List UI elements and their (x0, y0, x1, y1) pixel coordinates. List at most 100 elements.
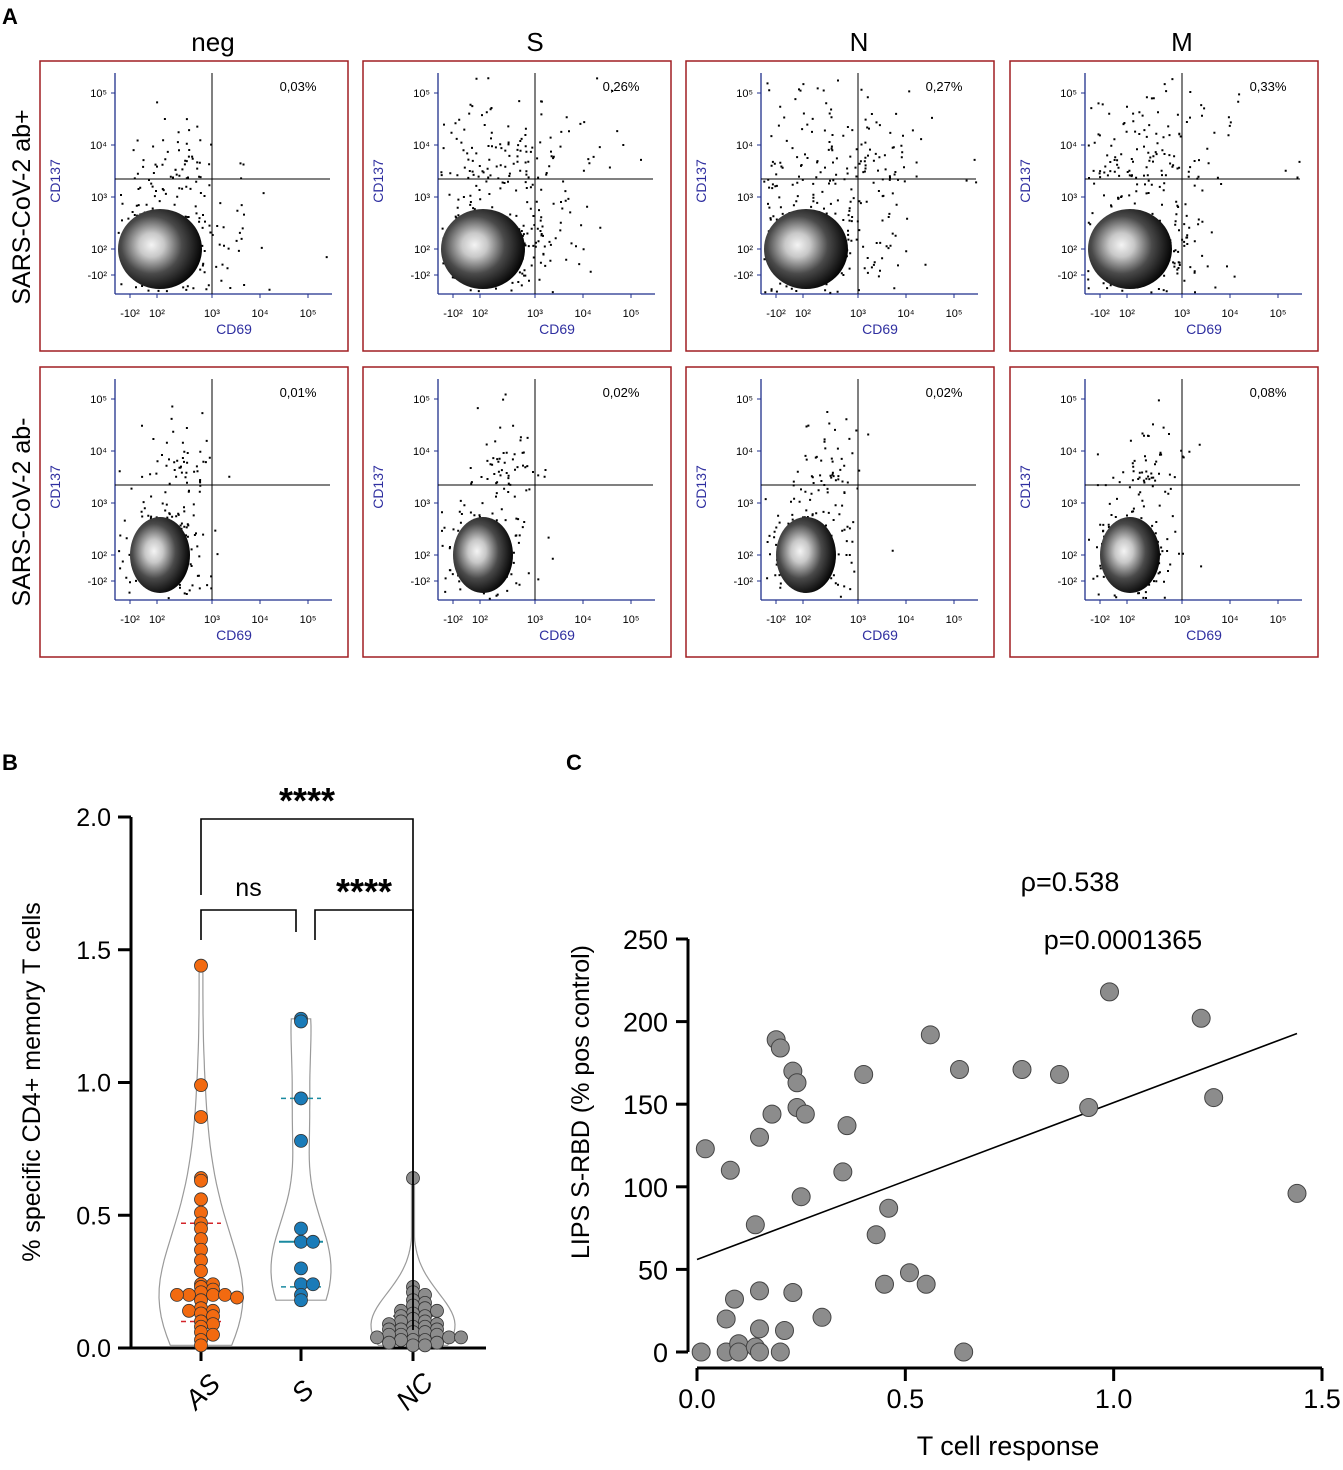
panel-b-y-axis-label: % specific CD4+ memory T cells (18, 902, 46, 1262)
flow-x-tick-label: 10⁵ (300, 614, 317, 626)
flow-x-tick-label: 10⁴ (1222, 308, 1239, 320)
flow-y-tick-label: -10² (410, 576, 430, 588)
scatter-point (795, 1104, 815, 1124)
flow-plot-frame (1009, 366, 1319, 658)
data-point-as (194, 958, 208, 973)
panel-b-y-tick-label: 2.0 (76, 804, 111, 832)
flow-density-blob (764, 209, 848, 289)
flow-y-tick-label: 10³ (91, 192, 107, 204)
panel-c-x-tick-label: 0.0 (678, 1384, 716, 1414)
scatter-point (750, 1127, 769, 1147)
flow-plot-frame (685, 60, 995, 352)
data-point-as (194, 1110, 208, 1124)
panel-b-letter: B (2, 750, 18, 775)
data-point-as (170, 1288, 184, 1302)
flow-y-tick-label: 10² (91, 244, 107, 256)
flow-y-tick-label: 10² (737, 550, 753, 562)
data-point-as (194, 1338, 208, 1353)
scatter-point (837, 1116, 857, 1136)
data-point-as (230, 1290, 244, 1305)
panel-b-violin-chart: % specific CD4+ memory T cells 0.0 0.5 1.0… (18, 780, 486, 1416)
flow-y-tick-label: 10² (414, 244, 430, 256)
flow-x-tick-label: 10⁵ (1270, 308, 1287, 320)
flow-x-axis-label: CD69 (216, 321, 252, 337)
scatter-point (716, 1309, 736, 1329)
flow-x-tick-label: 10³ (850, 308, 866, 320)
flow-plot-frame (39, 366, 349, 658)
flow-y-tick-label: 10⁵ (413, 88, 430, 100)
panel-c-scatter-chart: LIPS S-RBD (% pos control) T cell respon… (567, 867, 1341, 1461)
panel-b-y-tick-label: 1.5 (76, 937, 111, 965)
flow-x-tick-label: 10² (149, 308, 165, 320)
regression-line (696, 1032, 1298, 1261)
flow-event-dots (1087, 78, 1301, 294)
flow-plot-frame (362, 60, 672, 352)
panel-c-x-tick-label: 1.0 (1095, 1384, 1133, 1414)
flow-x-tick-label: 10⁵ (300, 308, 317, 320)
flow-plot-sars-cov-2-ab--s: -10² 10² 10³ 10⁴ 10⁵ 10⁵ 10⁴ 10³ 10² -10² CD69 CD13… (362, 60, 672, 352)
gate-percentage: 0,26% (603, 79, 640, 94)
flow-y-axis-label: CD137 (47, 159, 63, 203)
flow-plot-sars-cov-2-ab--n: -10² 10² 10³ 10⁴ 10⁵ 10⁵ 10⁴ 10³ 10² -10² CD69 CD13… (685, 366, 995, 658)
gate-percentage: 0,02% (926, 385, 963, 400)
flow-y-tick-label: 10⁴ (736, 446, 753, 458)
data-point-nc (406, 1338, 420, 1353)
significance-bracket (200, 909, 297, 940)
data-point-nc (382, 1335, 396, 1350)
flow-x-tick-label: -10² (1090, 614, 1110, 626)
p-value-annotation: p=0.0001365 (1044, 925, 1202, 955)
flow-y-tick-label: 10³ (91, 498, 107, 510)
flow-x-axis-label: CD69 (539, 627, 575, 643)
flow-y-tick-label: 10⁴ (736, 140, 753, 152)
flow-y-axis-label: CD137 (693, 465, 709, 509)
gate-percentage: 0,02% (603, 385, 640, 400)
data-point-s (294, 1261, 308, 1276)
flow-x-tick-label: 10³ (204, 614, 220, 626)
data-point-nc (370, 1330, 384, 1345)
scatter-point (750, 1319, 769, 1339)
flow-y-tick-label: -10² (410, 270, 430, 282)
flow-y-tick-label: 10⁵ (90, 394, 107, 406)
flow-x-tick-label: 10³ (527, 308, 543, 320)
scatter-point (783, 1283, 803, 1303)
gate-percentage: 0,01% (280, 385, 317, 400)
scatter-point (812, 1307, 832, 1327)
data-point-as (182, 1303, 196, 1318)
flow-y-tick-label: 10⁴ (413, 446, 430, 458)
data-point-as (218, 1288, 232, 1302)
data-point-as (194, 1173, 208, 1188)
flow-x-tick-label: 10⁵ (946, 614, 963, 626)
panel-c-y-tick-label: 200 (623, 1008, 668, 1038)
data-point-s (294, 1221, 308, 1236)
data-point-s (294, 1293, 308, 1308)
data-point-nc (454, 1330, 468, 1345)
flow-density-blob (776, 517, 836, 593)
flow-x-tick-label: 10² (472, 614, 488, 626)
scatter-point (720, 1160, 740, 1180)
scatter-point (920, 1025, 940, 1045)
scatter-point (1191, 1008, 1211, 1028)
flow-y-tick-label: 10² (1061, 244, 1077, 256)
flow-density-blob (1088, 209, 1172, 289)
flow-y-tick-label: 10⁵ (736, 88, 753, 100)
scatter-point (787, 1073, 807, 1093)
significance-label: **** (279, 780, 335, 821)
column-header-n: N (850, 27, 869, 57)
flow-y-tick-label: 10⁴ (90, 446, 107, 458)
scatter-point (866, 1225, 886, 1245)
panel-b-x-tick-label: AS (178, 1368, 226, 1416)
data-point-as (182, 1288, 196, 1302)
scatter-point (762, 1104, 782, 1124)
flow-x-tick-label: -10² (766, 308, 786, 320)
flow-x-tick-label: 10² (1119, 614, 1135, 626)
panel-b-x-tick-label: NC (390, 1367, 439, 1416)
scatter-point (854, 1064, 874, 1084)
row-label-ab-positive: SARS-CoV-2 ab+ (8, 109, 36, 304)
flow-density-blob (441, 209, 525, 289)
data-point-s (306, 1234, 320, 1249)
panel-c-y-tick-label: 100 (623, 1173, 668, 1203)
flow-y-tick-label: 10³ (737, 192, 753, 204)
scatter-point (1050, 1064, 1069, 1084)
flow-x-tick-label: -10² (120, 308, 140, 320)
scatter-point (879, 1198, 899, 1218)
